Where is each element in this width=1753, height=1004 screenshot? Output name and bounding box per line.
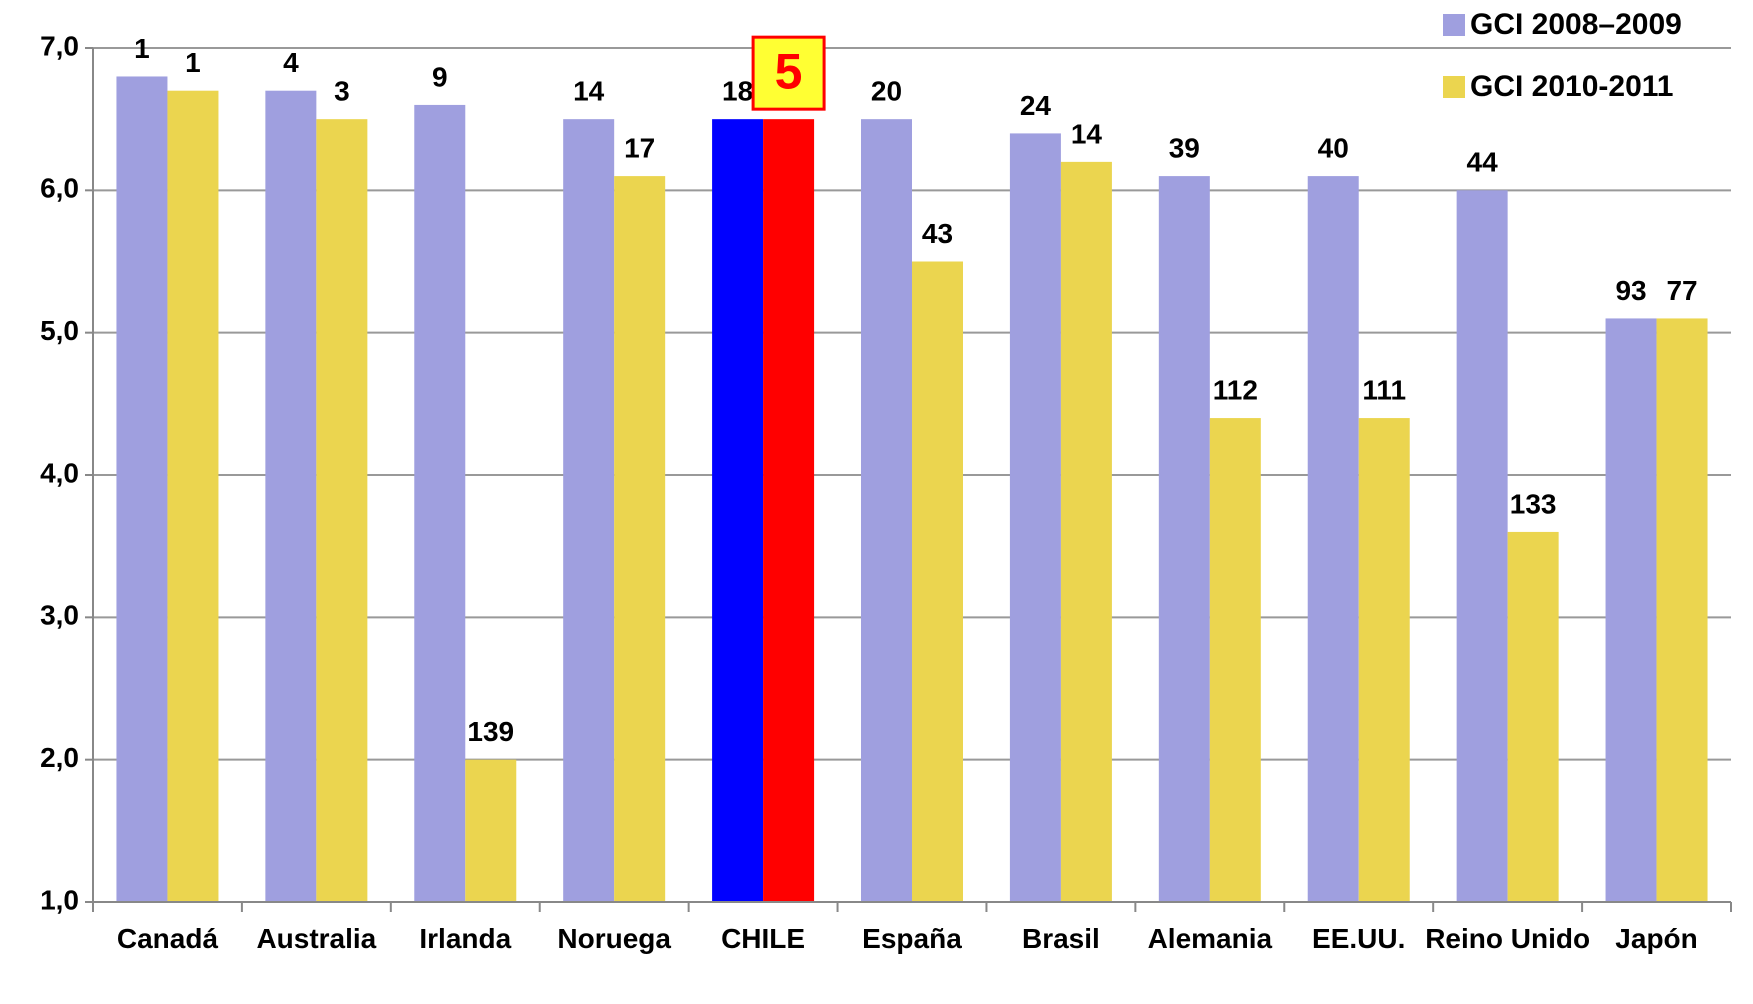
- x-tick-label-box: España: [862, 923, 962, 954]
- bar: [167, 90, 219, 902]
- data-label: 111: [1362, 374, 1406, 405]
- x-tick-label: Australia: [256, 923, 377, 954]
- bar: [316, 119, 368, 902]
- legend-label: GCI 2010-2011: [1470, 70, 1673, 103]
- data-label: 4: [283, 47, 299, 78]
- data-label: 1: [185, 47, 201, 78]
- x-tick-label-box: Noruega: [557, 923, 671, 954]
- data-label: 3: [334, 76, 350, 107]
- data-label: 18: [722, 76, 753, 107]
- data-label: 17: [624, 132, 655, 163]
- bar: [1158, 176, 1210, 903]
- data-label: 20: [871, 76, 902, 107]
- x-tick-label-box: Alemania: [1147, 923, 1273, 954]
- bar: [265, 90, 317, 902]
- x-tick-label: Alemania: [1147, 923, 1273, 954]
- x-tick-label: CHILE: [721, 923, 806, 954]
- x-tick-label: Irlanda: [419, 923, 512, 954]
- data-label: 77: [1666, 275, 1697, 306]
- x-tick-label: Japón: [1615, 923, 1698, 954]
- x-tick-label-box: EE.UU.: [1312, 923, 1406, 954]
- x-tick-label-box: CHILE: [721, 923, 806, 954]
- data-label: 139: [467, 716, 514, 747]
- x-tick-label-box: Australia: [256, 923, 377, 954]
- data-label: 1: [134, 33, 150, 64]
- data-label: 14: [573, 76, 605, 107]
- data-label: 24: [1020, 90, 1052, 121]
- x-tick-label-box: Canadá: [116, 923, 219, 954]
- data-label: 112: [1213, 374, 1258, 405]
- x-tick-label: Noruega: [557, 923, 671, 954]
- bar: [1009, 133, 1061, 902]
- data-label: 133: [1510, 488, 1557, 519]
- y-tick-label: 3,0: [40, 600, 79, 631]
- bar: [1507, 531, 1559, 902]
- bar: [1060, 161, 1112, 902]
- bar: [1656, 318, 1708, 902]
- data-label: 44: [1467, 147, 1499, 178]
- bar: [563, 119, 615, 902]
- y-tick-label: 7,0: [40, 30, 79, 61]
- y-tick-label: 6,0: [40, 173, 79, 204]
- x-tick-label-box: Brasil: [1021, 923, 1100, 954]
- data-label: 39: [1169, 132, 1200, 163]
- bar: [1209, 418, 1261, 902]
- bar: [861, 119, 912, 902]
- y-tick-label: 5,0: [40, 315, 79, 346]
- data-label: 14: [1071, 118, 1103, 149]
- bar: [1358, 418, 1410, 902]
- x-tick-label: Reino Unido: [1425, 923, 1591, 954]
- x-tick-label-box: Japón: [1615, 923, 1698, 954]
- x-tick-label-box: Reino Unido: [1425, 923, 1591, 954]
- legend-swatch: [1443, 76, 1465, 98]
- bar: [414, 104, 466, 902]
- data-label: 93: [1615, 275, 1646, 306]
- x-tick-label: España: [862, 923, 962, 954]
- legend-label: GCI 2008–2009: [1470, 8, 1682, 41]
- y-tick-label: 1,0: [40, 884, 79, 915]
- bar: [116, 76, 168, 902]
- highlight-box: [751, 35, 826, 111]
- data-label: 43: [922, 218, 953, 249]
- data-label: 40: [1318, 132, 1349, 163]
- x-tick-label: Canadá: [116, 923, 219, 954]
- bar: [712, 119, 764, 902]
- bar: [912, 261, 963, 902]
- y-tick-label: 4,0: [40, 457, 79, 488]
- data-label: 9: [432, 61, 448, 92]
- bar: [1605, 318, 1657, 902]
- y-tick-label: 2,0: [40, 742, 79, 773]
- x-tick-label-box: Irlanda: [419, 923, 512, 954]
- legend-swatch: [1443, 14, 1465, 36]
- x-tick-label: EE.UU.: [1312, 923, 1406, 954]
- x-tick-label: Brasil: [1021, 923, 1100, 954]
- bar: [1307, 176, 1359, 903]
- bar: [763, 119, 815, 902]
- bar: [1456, 190, 1508, 903]
- bar: [614, 176, 666, 903]
- bar: [465, 759, 517, 902]
- data-label: 5: [775, 43, 803, 99]
